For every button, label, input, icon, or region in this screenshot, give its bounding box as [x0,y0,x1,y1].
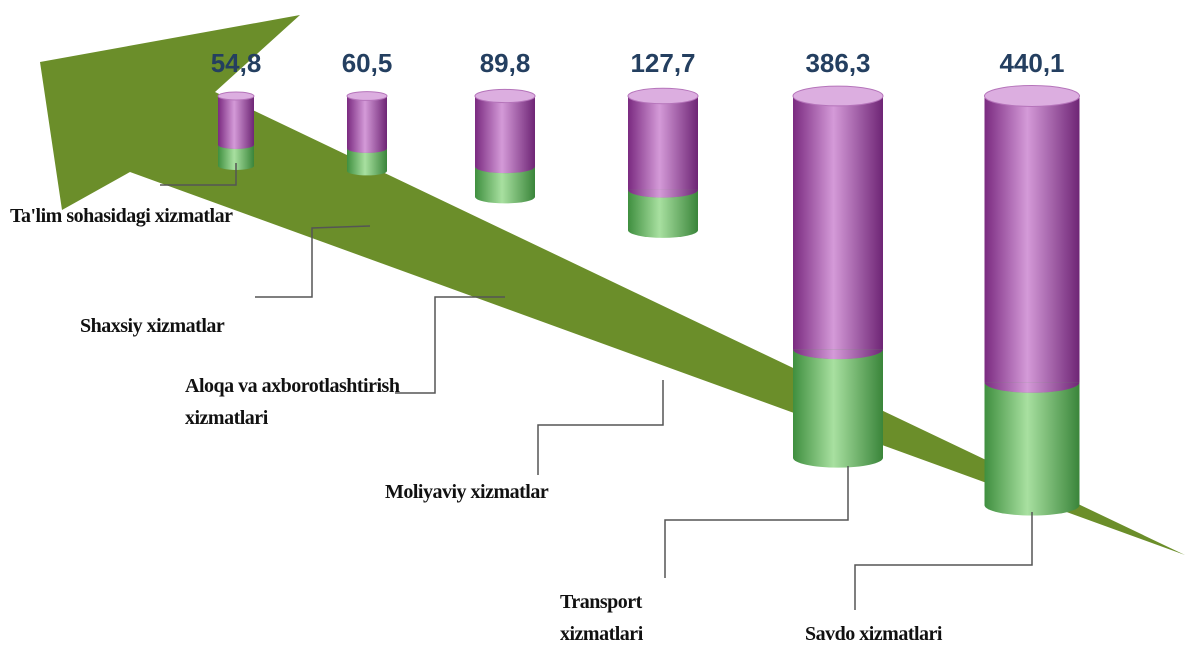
cylinder-top [793,86,883,106]
category-label: Savdo xizmatlari [805,618,1065,650]
cylinder [218,92,254,170]
value-label: 127,7 [630,48,695,78]
leader-line [665,466,848,578]
category-label: Aloqa va axborotlashtirish xizmatlari [185,370,425,434]
infographic: 54,8 60,5 89,8 127,7 386,3 440,1 Ta'lim sohas… [0,0,1190,650]
cylinder [347,92,387,176]
cylinder-body [218,96,254,145]
value-label: 440,1 [999,48,1064,78]
cylinder-body [793,96,883,349]
category-label: Transport xizmatlari [560,586,720,650]
leader-line [855,512,1032,610]
value-label: 54,8 [211,48,262,78]
value-label: 89,8 [480,48,531,78]
cylinder-body [475,96,535,167]
cylinder [985,86,1080,516]
cylinder-base [793,349,883,467]
cylinder-top [347,92,387,101]
cylinder-base [985,382,1080,515]
cylinder-top [475,89,535,102]
cylinder-top [628,88,698,103]
cylinder-body [985,96,1080,382]
cylinder-top [985,86,1080,107]
value-label: 60,5 [342,48,393,78]
category-label: Shaxsiy xizmatlar [80,310,340,342]
value-label: 386,3 [805,48,870,78]
leader-line [538,380,663,475]
cylinder [628,88,698,238]
category-label: Moliyaviy xizmatlar [385,476,685,508]
cylinder [793,86,883,468]
category-label: Ta'lim sohasidagi xizmatlar [10,200,250,232]
cylinder-top [218,92,254,100]
cylinder [475,89,535,203]
cylinder-body [347,96,387,149]
cylinder-body [628,96,698,190]
